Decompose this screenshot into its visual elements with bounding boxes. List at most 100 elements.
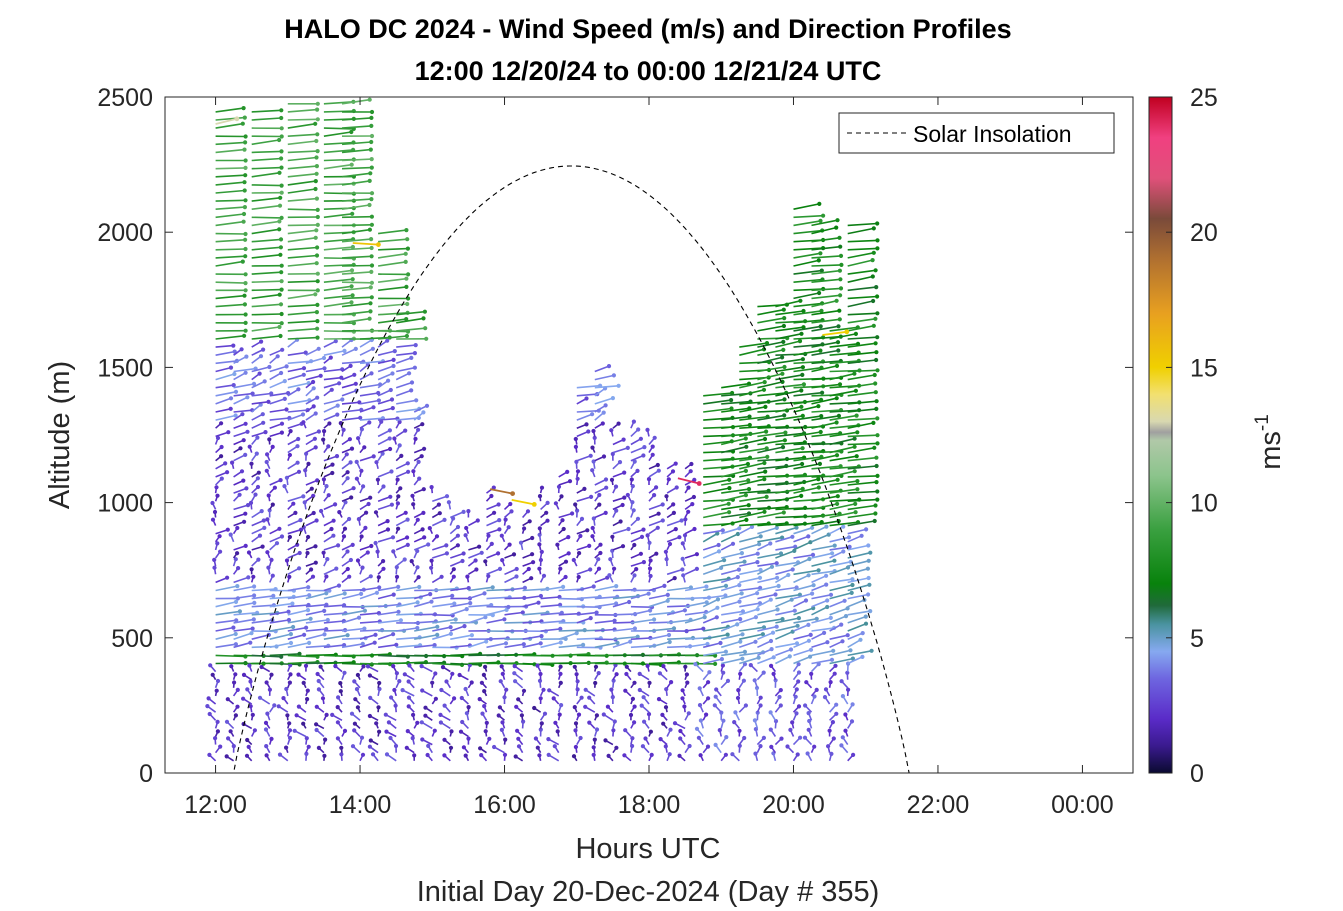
wind-vector-head xyxy=(778,703,783,708)
wind-vector-head xyxy=(384,752,390,757)
wind-vector-head xyxy=(635,468,640,473)
wind-vector-highlight xyxy=(489,488,513,495)
wind-vector-head xyxy=(573,436,578,442)
wind-vector-head xyxy=(277,526,282,531)
wind-vector xyxy=(666,568,683,576)
wind-vector xyxy=(757,577,778,584)
wind-vector-head xyxy=(631,419,637,424)
wind-vector-head xyxy=(775,575,780,580)
wind-vector-head xyxy=(489,493,494,499)
wind-vector-head xyxy=(257,695,263,700)
wind-vector xyxy=(829,578,853,584)
wind-vector-head xyxy=(354,476,359,481)
wind-vector-head xyxy=(583,687,588,692)
wind-vector xyxy=(287,351,306,356)
wind-vector-head xyxy=(737,599,742,604)
wind-vector xyxy=(251,246,281,251)
wind-vector-head xyxy=(807,718,812,724)
wind-vector-head xyxy=(705,744,711,749)
wind-vector-head xyxy=(697,686,702,691)
wind-vector xyxy=(811,300,837,308)
wind-vector xyxy=(377,407,394,413)
wind-vector xyxy=(468,661,499,665)
x-tick-label: 12:00 xyxy=(184,791,247,819)
wind-vector xyxy=(233,602,255,608)
wind-vector-head xyxy=(803,703,808,708)
wind-vector xyxy=(269,619,290,624)
wind-vector-head xyxy=(287,574,292,580)
wind-vector-head xyxy=(316,678,321,684)
wind-vector xyxy=(847,656,863,665)
wind-vector-head xyxy=(873,511,878,516)
wind-vector-head xyxy=(269,736,274,742)
wind-vector xyxy=(341,616,360,624)
wind-vector-head xyxy=(242,519,247,524)
wind-vector-head xyxy=(809,671,814,677)
wind-vector-head xyxy=(740,656,745,661)
wind-vector-head xyxy=(356,436,361,441)
wind-vector-head xyxy=(835,501,840,506)
wind-vector-head xyxy=(612,566,617,571)
wind-vector-head xyxy=(477,697,482,702)
x-axis-secondary-label: Initial Day 20-Dec-2024 (Day # 355) xyxy=(417,876,880,908)
wind-vector xyxy=(377,261,406,267)
wind-vector-head xyxy=(665,598,670,603)
wind-vector-head xyxy=(367,744,372,749)
wind-vector-head xyxy=(232,680,237,685)
wind-vector-head xyxy=(392,436,397,441)
wind-vector-head xyxy=(284,558,290,563)
wind-vector-head xyxy=(239,347,244,352)
wind-vector-head xyxy=(656,468,661,473)
wind-vector xyxy=(233,392,253,397)
wind-vector xyxy=(233,423,246,429)
wind-vector xyxy=(757,356,783,365)
wind-vector-head xyxy=(406,272,411,277)
wind-vector-head xyxy=(349,446,355,451)
wind-vector-head xyxy=(824,582,829,587)
wind-vector xyxy=(450,552,464,559)
wind-vector-head xyxy=(673,527,678,532)
wind-vector-head xyxy=(527,519,532,524)
wind-vector-head xyxy=(719,565,724,571)
wind-vector xyxy=(251,271,282,275)
wind-vector-head xyxy=(746,487,752,492)
wind-vector-head xyxy=(372,640,377,645)
wind-vector-head xyxy=(207,711,212,717)
wind-vector xyxy=(648,634,670,640)
wind-vector-head xyxy=(635,516,641,521)
wind-vector xyxy=(793,456,822,462)
wind-vector-head xyxy=(360,565,365,570)
wind-vector-head xyxy=(621,437,626,442)
wind-vector-head xyxy=(849,590,854,596)
wind-vector-head xyxy=(251,574,256,579)
wind-vector-head xyxy=(609,477,615,482)
wind-vector-head xyxy=(427,526,432,531)
wind-vector-head xyxy=(723,649,729,654)
wind-vector xyxy=(829,561,851,567)
wind-vector xyxy=(721,592,742,600)
wind-vector-head xyxy=(251,617,256,622)
wind-vector-head xyxy=(743,493,749,498)
wind-vector xyxy=(847,391,876,397)
wind-vector-head xyxy=(309,486,314,491)
wind-vector xyxy=(287,262,317,267)
wind-vector-head xyxy=(243,272,248,277)
wind-vector-head xyxy=(648,729,654,734)
wind-vector xyxy=(251,216,282,219)
wind-vector xyxy=(847,300,874,308)
wind-vector xyxy=(287,133,318,137)
wind-vector-head xyxy=(250,626,255,631)
wind-vector-head xyxy=(416,459,421,464)
wind-vector-head xyxy=(235,584,240,589)
wind-vector-head xyxy=(667,639,672,645)
wind-vector xyxy=(341,98,370,105)
wind-vector-head xyxy=(254,451,259,456)
wind-vector-head xyxy=(297,566,302,571)
wind-vector-head xyxy=(301,494,306,499)
wind-vector xyxy=(757,562,777,567)
wind-vector xyxy=(847,622,867,632)
wind-vector-head xyxy=(365,550,370,555)
wind-vector xyxy=(793,599,807,608)
wind-vector-head xyxy=(314,138,319,144)
